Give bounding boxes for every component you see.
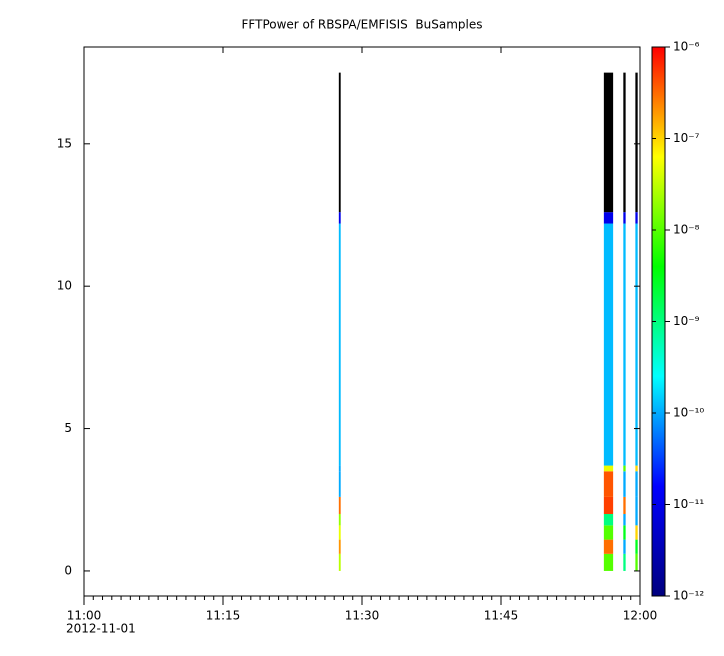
- spectrogram-cell: [623, 223, 626, 466]
- x-tick-label: 11:45: [484, 609, 519, 623]
- x-tick-label: 11:30: [345, 609, 380, 623]
- spectrogram-cell: [635, 513, 638, 526]
- colorbar-tick-label: 10⁻¹⁰: [673, 406, 704, 420]
- spectrogram-cell: [338, 496, 341, 514]
- spectrogram-cell: [338, 513, 341, 526]
- colorbar-tick-label: 10⁻⁸: [673, 223, 700, 237]
- plot-frame: [83, 46, 641, 597]
- chart-title: FFTPower of RBSPA/EMFISIS BuSamples: [242, 18, 483, 32]
- spectrogram-cell: [635, 553, 638, 571]
- spectrogram-cell: [623, 212, 626, 224]
- spectrogram-cell: [338, 525, 341, 540]
- spectrogram-cell: [338, 539, 341, 554]
- spectrogram-cell: [603, 223, 614, 466]
- x-date-label: 2012-11-01: [66, 622, 136, 636]
- spectrogram-cell: [623, 513, 626, 526]
- x-tick-label: 12:00: [623, 609, 658, 623]
- spectrogram-cell: [623, 465, 626, 472]
- spectrogram-cell: [623, 553, 626, 571]
- spectrogram-cell: [338, 553, 341, 571]
- spectrogram-cell: [635, 465, 638, 472]
- colorbar-tick-label: 10⁻⁶: [673, 40, 700, 54]
- spectrogram-cell: [635, 212, 638, 224]
- x-tick-label: 11:00: [67, 609, 102, 623]
- spectrogram-cell: [338, 471, 341, 497]
- spectrogram-cell: [603, 471, 614, 497]
- colorbar-tick-label: 10⁻¹²: [673, 589, 704, 603]
- spectrogram-cell: [338, 72, 341, 213]
- spectrogram-cell: [603, 212, 614, 224]
- y-tick-label: 10: [57, 279, 72, 293]
- spectrogram-cell: [603, 72, 614, 213]
- spectrogram-cell: [635, 496, 638, 514]
- spectrogram-cell: [635, 539, 638, 554]
- spectrogram-cell: [623, 496, 626, 514]
- y-tick-label: 15: [57, 136, 72, 150]
- spectrogram-cell: [603, 513, 614, 526]
- spectrogram-cell: [338, 223, 341, 466]
- spectrogram-cell: [635, 525, 638, 540]
- spectrogram-cell: [623, 539, 626, 554]
- spectrogram-cell: [623, 72, 626, 213]
- spectrogram-cell: [603, 539, 614, 554]
- spectrogram-cell: [603, 496, 614, 514]
- y-tick-label: 5: [64, 421, 72, 435]
- x-tick-label: 11:15: [206, 609, 241, 623]
- spectrogram-cell: [635, 223, 638, 466]
- spectrogram-cell: [623, 525, 626, 540]
- spectrogram-cell: [603, 553, 614, 571]
- spectrogram-cell: [603, 465, 614, 472]
- colorbar-tick-label: 10⁻⁹: [673, 314, 700, 328]
- spectrogram-cell: [603, 525, 614, 540]
- y-tick-label: 0: [64, 563, 72, 577]
- spectrogram-cell: [338, 465, 341, 472]
- colorbar-tick-label: 10⁻¹¹: [673, 497, 704, 511]
- spectrogram-cell: [635, 72, 638, 213]
- spectrogram-cell: [635, 471, 638, 497]
- colorbar-tick-label: 10⁻⁷: [673, 131, 700, 145]
- spectrogram-cell: [623, 471, 626, 497]
- spectrogram-cell: [338, 212, 341, 224]
